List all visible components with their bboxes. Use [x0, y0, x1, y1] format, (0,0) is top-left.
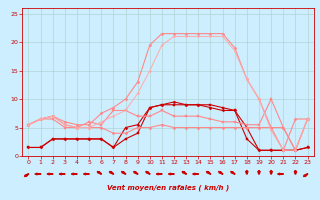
- X-axis label: Vent moyen/en rafales ( km/h ): Vent moyen/en rafales ( km/h ): [107, 185, 229, 191]
